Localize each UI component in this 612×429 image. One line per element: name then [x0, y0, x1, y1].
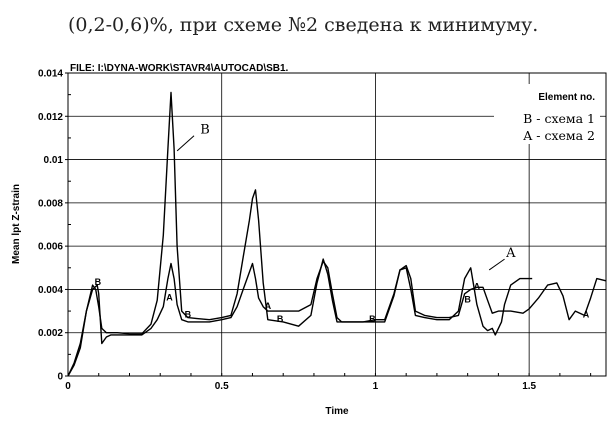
y-tick-label: 0.004 [38, 285, 63, 296]
file-label: FILE: I:\DYNA-WORK\STAVR4\AUTOCAD\SB1. [70, 63, 289, 74]
y-tick-label: 0.01 [44, 155, 64, 166]
x-tick-label: 1 [373, 381, 379, 392]
point-marker-a: A [474, 281, 481, 291]
y-tick-label: 0.012 [38, 112, 63, 123]
y-tick-label: 0 [57, 372, 63, 383]
y-tick-label: 0.008 [38, 198, 63, 209]
series-lines [67, 91, 607, 377]
x-axis-label: Time [325, 406, 349, 417]
y-tick-label: 0.014 [38, 69, 63, 80]
x-tick-label: 1.5 [522, 381, 536, 392]
point-marker-b: B [185, 310, 192, 320]
legend: Element no. B - схема 1 A - схема 2 [494, 84, 600, 144]
legend-entry-b: B - схема 1 [523, 111, 595, 126]
axis-ticks: 0 0.002 0.004 0.006 0.008 0.01 0.012 0.014 0 0.5 1… [38, 69, 592, 392]
series-line-b [67, 91, 533, 377]
curve-label-leader [488, 258, 505, 271]
point-marker-b: B [369, 314, 376, 324]
curve-label-a: A [505, 246, 516, 261]
legend-title: Element no. [538, 92, 595, 103]
y-tick-label: 0.006 [38, 242, 63, 253]
point-marker-a: A [583, 310, 590, 320]
point-marker-a: A [166, 292, 173, 302]
point-marker-b: B [277, 314, 284, 324]
y-tick-label: 0.002 [38, 328, 63, 339]
point-marker-a: A [265, 301, 272, 311]
y-axis-label: Mean lpt Z-strain [11, 184, 22, 264]
point-marker-b: B [95, 277, 102, 287]
top-caption-text: (0,2-0,6)%, при схеме №2 сведена к миним… [68, 14, 538, 36]
x-tick-label: 0 [65, 381, 71, 392]
x-tick-label: 0.5 [215, 381, 229, 392]
curve-label-b: B [200, 123, 210, 138]
legend-entry-a: A - схема 2 [522, 128, 595, 143]
point-marker-b: B [464, 294, 471, 304]
series-line-a [67, 260, 607, 377]
legend-background [494, 84, 600, 144]
curve-label-leader [176, 135, 195, 152]
curve-labels: BA [176, 123, 516, 271]
